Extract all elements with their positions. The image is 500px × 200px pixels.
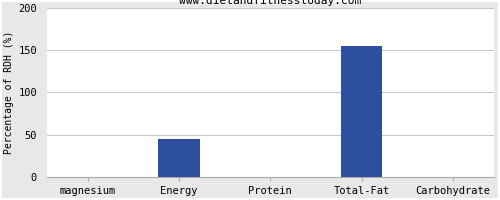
- Bar: [158, 139, 200, 177]
- Text: www.dietandfitnesstoday.com: www.dietandfitnesstoday.com: [179, 0, 362, 6]
- Y-axis label: Percentage of RDH (%): Percentage of RDH (%): [4, 31, 14, 154]
- Bar: [341, 46, 382, 177]
